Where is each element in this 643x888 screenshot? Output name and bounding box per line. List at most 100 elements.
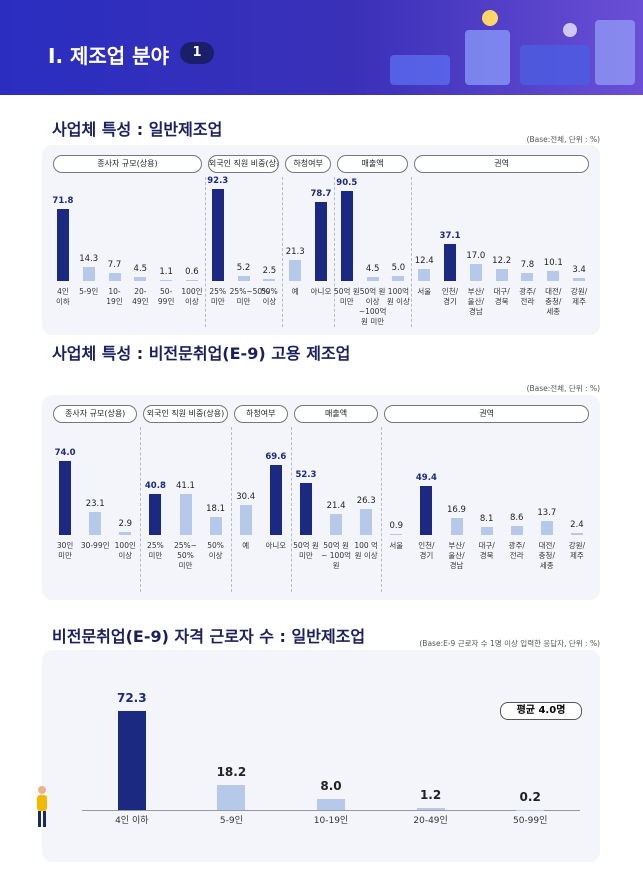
bar	[59, 461, 72, 535]
category-label: 100억 원 이상	[386, 287, 410, 306]
group-header: 종사자 규모(상용)	[53, 155, 202, 173]
value-label: 30.4	[236, 491, 256, 502]
bar	[540, 521, 553, 535]
value-label: 2.5	[262, 265, 277, 276]
category-label: 4인 이하	[115, 816, 149, 826]
bar	[117, 710, 146, 810]
category-label: 광주/ 전라	[519, 287, 536, 306]
category-label: 25% 미만	[209, 287, 227, 306]
value-label: 3.4	[572, 264, 586, 275]
group-separator	[204, 177, 206, 327]
category-label: 예	[242, 541, 250, 550]
category-label: 25% 미만	[147, 541, 164, 560]
category-label: 30-99인	[80, 541, 110, 550]
group-header: 하청여부	[233, 405, 288, 423]
value-label: 40.8	[144, 481, 166, 492]
bar	[510, 526, 523, 535]
value-label: 8.1	[479, 513, 494, 524]
category-label: 강원/ 제주	[568, 541, 586, 560]
bar	[366, 276, 379, 281]
group-header: 권역	[384, 405, 589, 423]
category-label: 5-9인	[79, 287, 99, 296]
bar	[82, 266, 95, 281]
base-note: (Base:전체, 단위 : %)	[526, 384, 600, 393]
category-label: 50% 이상	[261, 287, 278, 306]
bar	[217, 784, 246, 810]
value-label: 71.8	[52, 196, 74, 207]
value-label: 14.3	[79, 253, 99, 264]
bar	[179, 493, 192, 535]
bar	[570, 532, 583, 535]
bar	[573, 277, 586, 281]
value-label: 7.7	[107, 260, 122, 271]
bar	[299, 482, 312, 535]
value-label: 90.5	[336, 177, 358, 188]
bar	[360, 508, 373, 535]
value-label: 0.9	[389, 521, 404, 532]
bar	[418, 268, 431, 281]
value-label: 0.6	[185, 267, 199, 278]
bar	[89, 511, 102, 535]
category-label: 4인 이하	[55, 287, 70, 306]
person-icon	[37, 786, 47, 827]
value-label: 69.6	[265, 452, 287, 463]
value-label: 5.2	[236, 262, 251, 273]
category-label: 100인 이상	[114, 541, 136, 560]
section-title: 사업체 특성 : 비전문취업(E-9) 고용 제조업	[52, 344, 351, 363]
bar	[392, 276, 405, 281]
group-separator	[333, 177, 335, 327]
group-header: 매출액	[293, 405, 379, 423]
value-label: 37.1	[439, 230, 461, 241]
value-label: 1.1	[159, 266, 173, 277]
chart-panel: 평균 4.0명 72.3 4인 이하 18.2 5-9인 8.0 10-19인 1.2 20-4…	[37, 650, 600, 862]
bar	[108, 273, 121, 281]
value-label: 13.7	[537, 508, 557, 519]
bar	[450, 518, 463, 535]
category-label: 인천/ 경기	[441, 287, 459, 306]
category-label: 아니오	[265, 541, 287, 550]
category-label: 서울	[417, 287, 432, 296]
category-label: 50-99인	[157, 287, 175, 306]
value-label: 74.0	[54, 448, 76, 458]
category-label: 강원/ 제주	[570, 287, 588, 306]
category-label: 20-49인	[132, 287, 149, 306]
value-label: 4.5	[365, 263, 380, 274]
category-label: 대구/ 경북	[493, 287, 510, 306]
value-label: 16.9	[447, 505, 466, 516]
value-label: 0.2	[519, 789, 541, 804]
group-separator	[282, 177, 284, 327]
category-label: 50-99인	[512, 816, 548, 826]
value-label: 49.4	[415, 472, 437, 483]
header-banner: Ⅰ. 제조업 분야 1	[0, 0, 643, 95]
value-label: 18.2	[216, 764, 247, 779]
category-label: 100 억 원 이상	[354, 541, 378, 560]
category-label: 25%~50% 미만	[229, 287, 270, 306]
category-label: 20-49인	[413, 816, 448, 826]
group-header: 매출액	[336, 155, 409, 173]
value-label: 2.4	[570, 519, 584, 530]
value-label: 52.3	[295, 469, 317, 480]
group-separator	[230, 427, 232, 592]
value-label: 8.6	[509, 513, 524, 524]
value-label: 18.1	[206, 503, 226, 514]
value-label: 92.3	[207, 175, 229, 186]
value-label: 1.2	[419, 788, 442, 803]
value-label: 12.4	[414, 255, 434, 266]
group-header: 권역	[414, 155, 589, 173]
group-separator	[381, 427, 383, 592]
bar	[119, 532, 132, 535]
base-note: (Base:전체, 단위 : %)	[526, 135, 600, 144]
category-label: 예	[291, 287, 299, 296]
bar	[289, 259, 302, 281]
value-label: 78.7	[310, 189, 332, 200]
header-badge: 1	[180, 42, 214, 64]
group-header: 외국인 직원 비중(상용)	[143, 405, 228, 423]
bar	[340, 190, 353, 281]
category-label: 인천/ 경기	[418, 541, 435, 560]
category-label: 10-19인	[106, 287, 123, 306]
group-separator	[290, 427, 292, 592]
group-header: 하청여부	[285, 155, 331, 173]
value-label: 7.8	[520, 260, 535, 271]
group-separator	[140, 427, 142, 592]
bar	[185, 280, 198, 281]
